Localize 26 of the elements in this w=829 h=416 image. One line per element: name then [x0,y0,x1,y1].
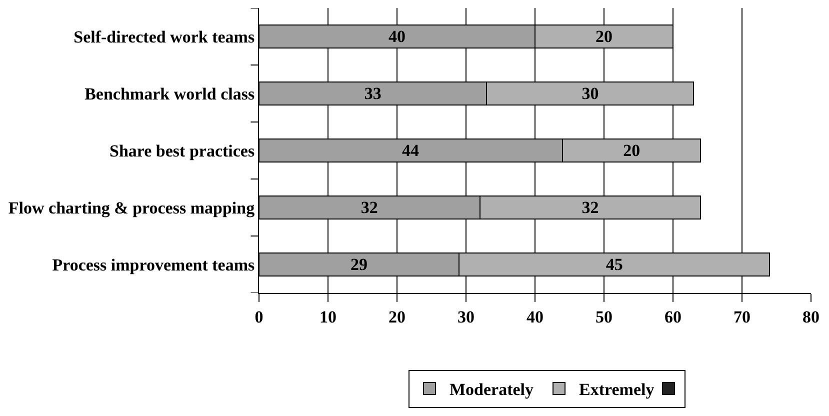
data-label: 30 [582,84,599,103]
legend-label: Extremely [579,380,655,400]
data-label: 20 [623,141,640,160]
data-label: 32 [360,198,378,217]
y-tick-label: Self-directed work teams [74,27,255,46]
y-tick-label: Share best practices [109,141,255,160]
data-label: 29 [350,255,368,274]
x-tick-label: 30 [458,307,474,326]
y-tick-label: Benchmark world class [84,84,255,104]
data-label: 32 [582,198,599,217]
legend-label: Moderately [450,380,534,400]
x-tick-label: 50 [596,307,612,326]
data-label: 33 [364,84,382,103]
x-tick-label: 0 [254,307,264,326]
data-label: 20 [596,27,612,46]
data-label: 40 [388,27,406,46]
x-tick-label: 60 [664,307,682,326]
data-label: 45 [606,255,623,274]
data-label: 44 [402,141,420,160]
y-tick-label: Process improvement teams [52,255,255,274]
x-tick-label: 40 [526,307,544,326]
x-tick-label: 20 [388,307,406,326]
x-tick-label: 80 [802,307,820,326]
x-tick-label: 10 [320,307,336,326]
y-tick-label: Flow charting & process mapping [8,198,256,218]
x-tick-label: 70 [734,307,750,326]
